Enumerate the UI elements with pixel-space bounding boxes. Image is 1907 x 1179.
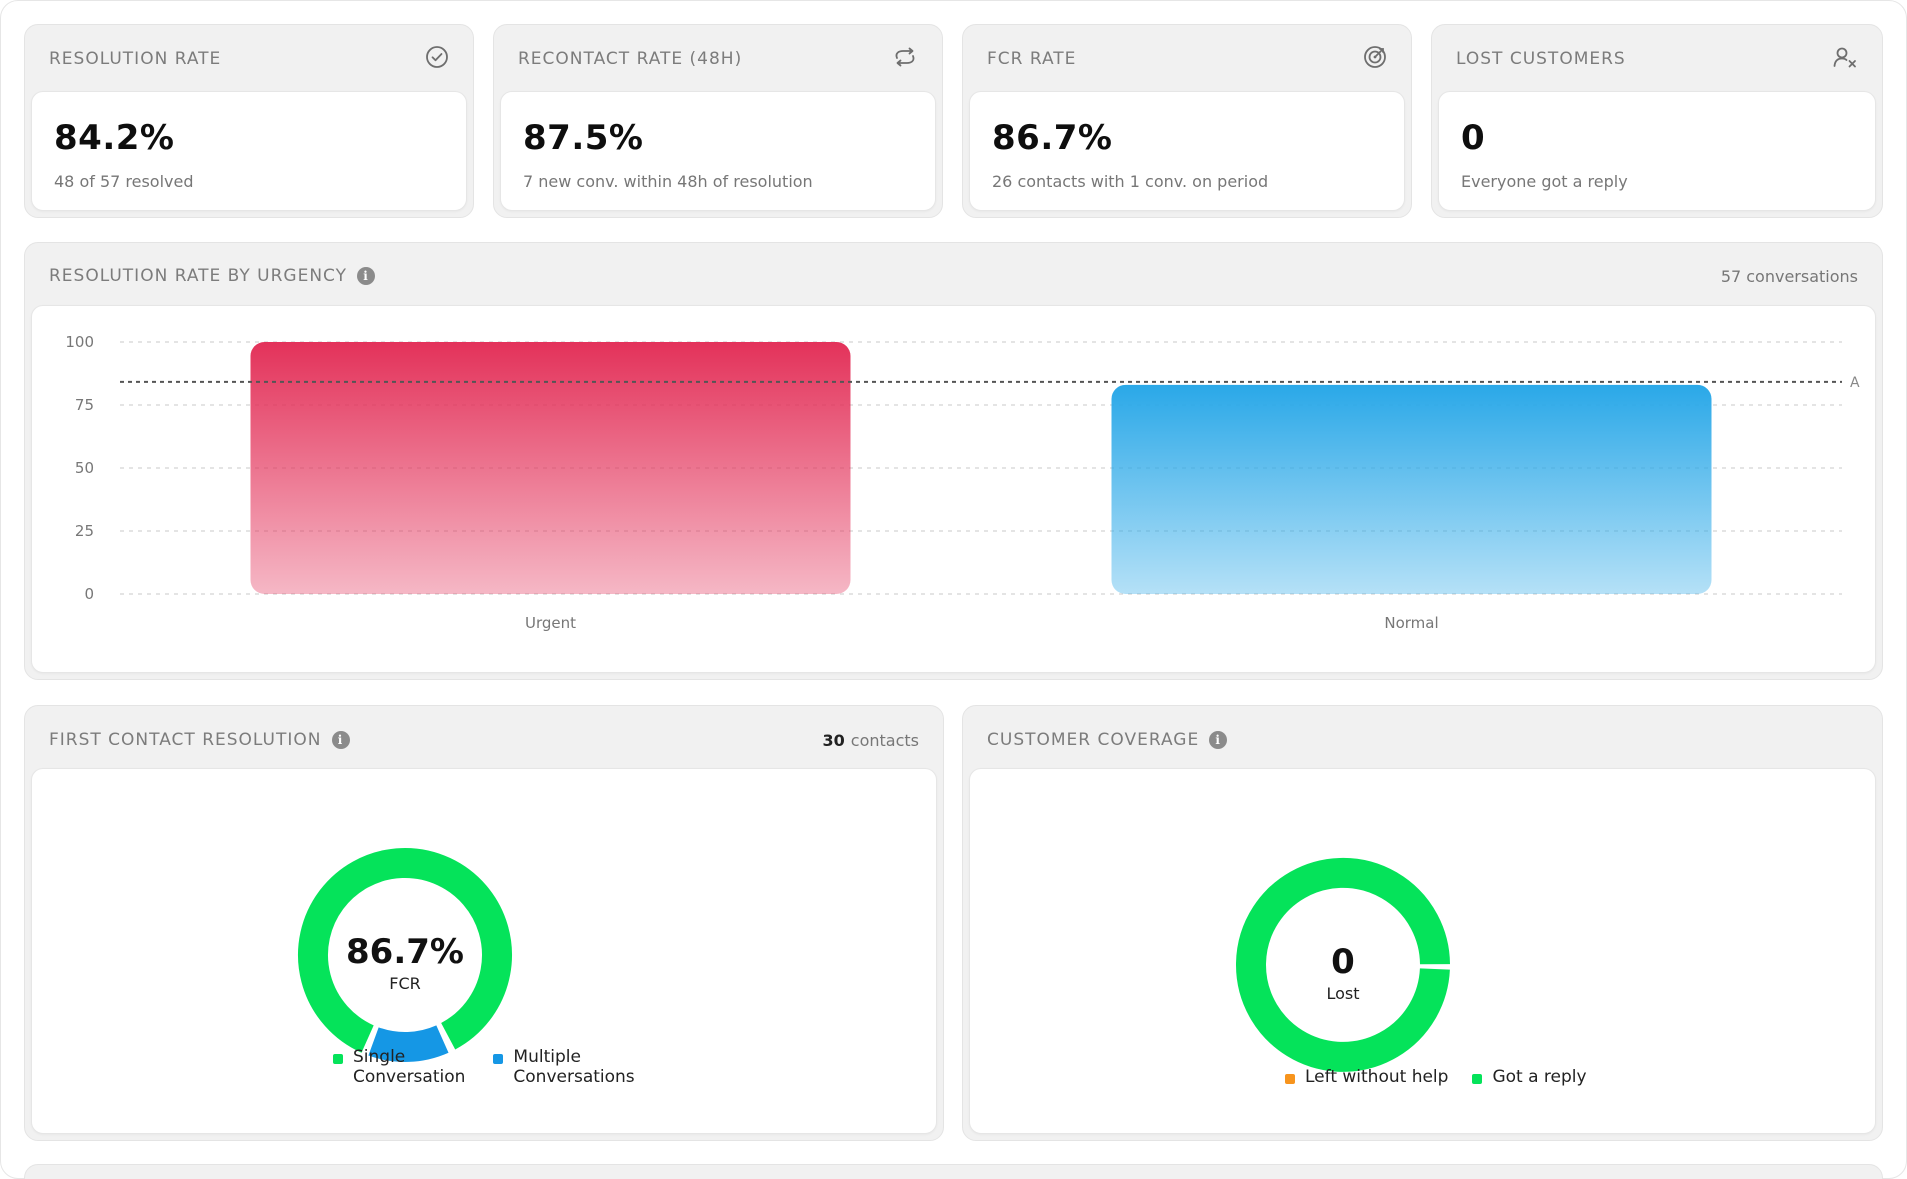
kpi-subtext: Everyone got a reply <box>1461 172 1628 191</box>
kpi-title: RESOLUTION RATE <box>49 49 222 69</box>
y-tick-label: 25 <box>75 522 94 540</box>
panel-title: FIRST CONTACT RESOLUTION <box>49 730 322 750</box>
target-icon <box>1363 45 1387 73</box>
y-tick-label: 50 <box>75 459 94 477</box>
chart-area: 0 25 50 75 100 Urgent Normal A <box>31 305 1876 673</box>
kpi-value: 84.2% <box>54 118 175 158</box>
user-x-icon <box>1832 45 1858 73</box>
kpi-title: LOST CUSTOMERS <box>1456 49 1626 69</box>
y-tick-label: 100 <box>65 333 94 351</box>
fcr-segment-single-conversation[interactable] <box>298 848 512 1053</box>
fcr-legend: Single Conversation Multiple Conversations <box>333 1047 635 1087</box>
legend-swatch-blue <box>493 1054 504 1064</box>
kpi-card-recontact-rate: RECONTACT RATE (48H) 87.5% 7 new conv. w… <box>493 24 943 218</box>
x-tick-label: Normal <box>1384 614 1438 632</box>
kpi-title: FCR RATE <box>987 49 1077 69</box>
coverage-segment-got-a-reply[interactable] <box>1236 857 1450 1072</box>
coverage-panel: CUSTOMER COVERAGE i 0 Lost Left without h… <box>962 705 1883 1141</box>
coverage-donut-chart: 0 Lost <box>1236 857 1450 1072</box>
coverage-center-label: Lost <box>1326 984 1359 1003</box>
kpi-card-lost-customers: LOST CUSTOMERS 0 Everyone got a reply <box>1431 24 1883 218</box>
kpi-value: 86.7% <box>992 118 1113 158</box>
y-tick-label: 0 <box>84 585 94 603</box>
contact-count: 30 contacts <box>822 730 919 750</box>
fcr-center-value: 86.7% <box>346 932 464 972</box>
bar-normal[interactable] <box>1111 384 1712 594</box>
kpi-subtext: 7 new conv. within 48h of resolution <box>523 172 813 191</box>
conversation-count: 57 conversations <box>1720 266 1858 286</box>
legend-swatch-green <box>1472 1074 1483 1084</box>
info-icon[interactable]: i <box>357 267 376 285</box>
legend-item-multiple: Multiple Conversations <box>493 1047 635 1087</box>
kpi-card-fcr-rate: FCR RATE 86.7% 26 contacts with 1 conv. … <box>962 24 1412 218</box>
legend-swatch-orange <box>1285 1074 1295 1084</box>
fcr-chart-area: 86.7% FCR Single Conversation Multiple Conv… <box>31 768 937 1134</box>
average-marker-label: A <box>1850 375 1860 391</box>
fcr-donut-chart: 86.7% FCR <box>298 848 512 1062</box>
kpi-value: 0 <box>1461 118 1486 158</box>
kpi-subtext: 48 of 57 resolved <box>54 172 194 191</box>
fcr-segment-multiple-conversations[interactable] <box>368 1025 449 1062</box>
coverage-legend: Left without help Got a reply <box>1285 1067 1587 1087</box>
x-tick-label: Urgent <box>525 614 576 632</box>
coverage-center-value: 0 <box>1331 942 1355 982</box>
y-tick-label: 75 <box>75 396 94 414</box>
kpi-subtext: 26 contacts with 1 conv. on period <box>992 172 1269 191</box>
fcr-panel: FIRST CONTACT RESOLUTION i 30 contacts 86… <box>24 705 944 1141</box>
next-panel-edge <box>24 1164 1883 1179</box>
urgency-panel: RESOLUTION RATE BY URGENCY i 57 conversa… <box>24 242 1883 680</box>
legend-swatch-green <box>333 1054 343 1064</box>
kpi-title: RECONTACT RATE (48H) <box>518 49 743 69</box>
bar-urgent[interactable] <box>250 342 851 594</box>
panel-title: RESOLUTION RATE BY URGENCY <box>49 266 348 286</box>
urgency-bar-chart: 0 25 50 75 100 Urgent Normal A <box>65 333 1860 632</box>
fcr-center-label: FCR <box>389 974 421 993</box>
info-icon[interactable]: i <box>1209 731 1228 749</box>
legend-item-left-without-help: Left without help <box>1285 1067 1448 1087</box>
refresh-icon <box>892 45 918 73</box>
coverage-chart-area: 0 Lost Left without help Got a reply <box>969 768 1876 1134</box>
check-circle-icon <box>425 45 449 73</box>
panel-title: CUSTOMER COVERAGE <box>987 730 1200 750</box>
legend-item-single: Single Conversation <box>333 1047 465 1087</box>
kpi-value: 87.5% <box>523 118 644 158</box>
kpi-card-resolution-rate: RESOLUTION RATE 84.2% 48 of 57 resolved <box>24 24 474 218</box>
legend-item-got-reply: Got a reply <box>1472 1067 1587 1087</box>
info-icon[interactable]: i <box>331 731 350 749</box>
